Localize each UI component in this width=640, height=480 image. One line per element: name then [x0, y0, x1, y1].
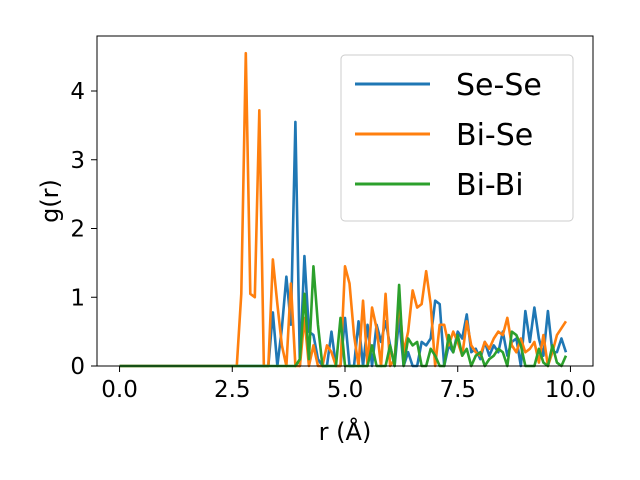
x-tick-label: 10.0: [545, 377, 596, 403]
y-tick-label: 3: [70, 148, 85, 174]
legend-label-bi-bi: Bi-Bi: [456, 168, 524, 203]
x-axis-label: r (Å): [319, 417, 372, 446]
x-tick-label: 0.0: [101, 377, 138, 403]
legend-box: [340, 54, 574, 222]
x-tick-label: 7.5: [439, 377, 476, 403]
y-tick-label: 0: [70, 354, 85, 380]
y-tick-label: 1: [70, 285, 85, 311]
x-axis-ticks: 0.0 2.5 5.0 7.5 10.0: [101, 366, 596, 403]
y-axis-ticks: 0 1 2 3 4: [70, 79, 97, 380]
y-tick-label: 2: [70, 217, 85, 243]
y-tick-label: 4: [70, 79, 85, 105]
legend-label-se-se: Se-Se: [456, 68, 542, 103]
legend-label-bi-se: Bi-Se: [456, 118, 533, 153]
x-tick-label: 5.0: [327, 377, 364, 403]
legend: Se-Se Bi-Se Bi-Bi: [340, 54, 574, 222]
y-axis-label: g(r): [36, 179, 64, 223]
x-tick-label: 2.5: [214, 377, 251, 403]
